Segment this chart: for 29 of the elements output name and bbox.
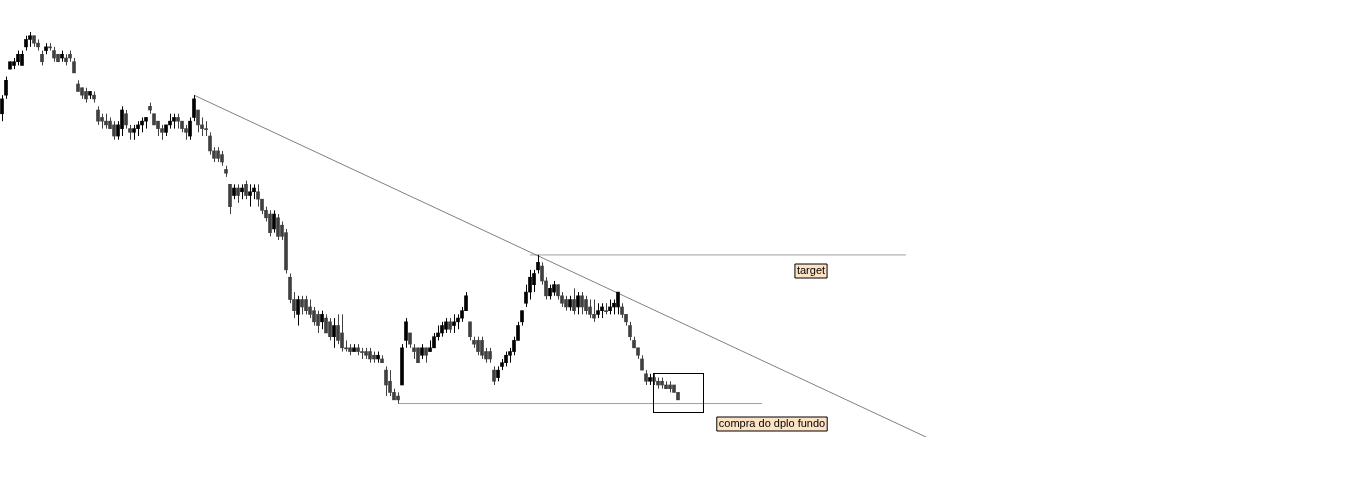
candlestick xyxy=(8,61,12,70)
candlestick xyxy=(352,343,356,353)
candlestick xyxy=(360,347,364,360)
candlestick xyxy=(356,343,360,356)
candlestick xyxy=(160,124,164,141)
candlestick xyxy=(648,373,652,386)
candlestick xyxy=(424,347,428,364)
candlestick xyxy=(12,57,16,70)
candlestick xyxy=(348,343,352,356)
candlestick xyxy=(604,302,608,315)
candlestick xyxy=(452,313,456,334)
candlestick xyxy=(204,120,208,137)
candlestick xyxy=(132,124,136,141)
candlestick xyxy=(420,343,424,360)
candlestick xyxy=(444,317,448,334)
candlestick xyxy=(256,183,260,208)
candlestick xyxy=(448,317,452,334)
candlestick xyxy=(176,113,180,130)
annotation: target xyxy=(796,264,826,277)
candlestick xyxy=(184,124,188,141)
candlestick xyxy=(596,302,600,319)
candlestick xyxy=(28,31,32,48)
text: compra do dplo fundo xyxy=(718,417,826,430)
candlestick xyxy=(224,165,228,178)
candlestick xyxy=(248,183,252,208)
candlestick xyxy=(428,339,432,353)
candlestick xyxy=(172,113,176,130)
candlestick xyxy=(364,347,368,360)
candlestick xyxy=(144,116,148,130)
